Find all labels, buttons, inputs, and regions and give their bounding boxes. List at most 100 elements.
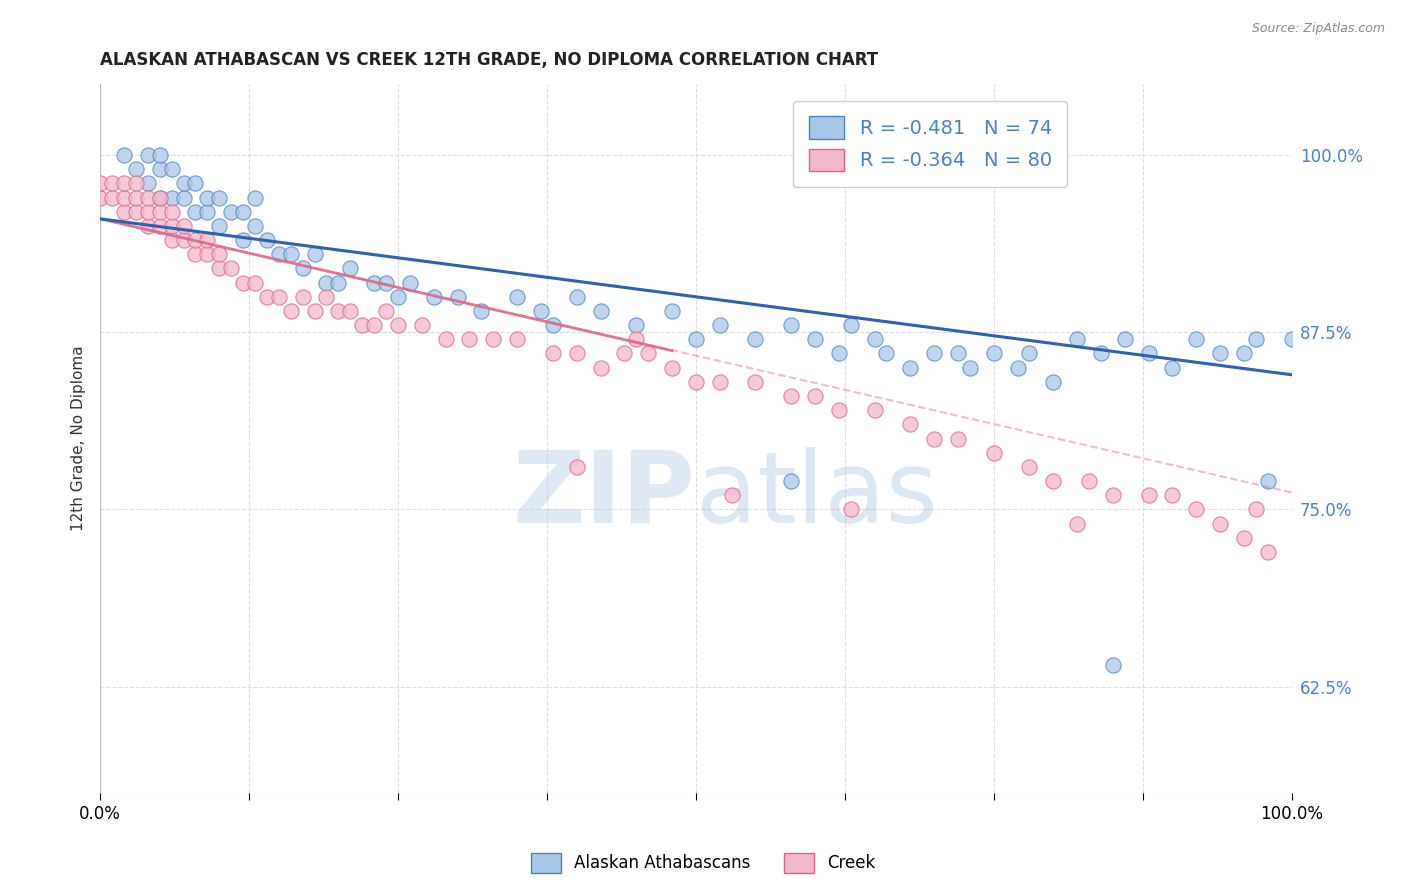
Point [1090,346,1112,360]
Point [709,375,731,389]
Point [101,177,124,191]
Point [1042,375,1064,389]
Point [149,219,172,233]
Point [243,219,266,233]
Point [1114,332,1136,346]
Point [1018,459,1040,474]
Point [983,446,1005,460]
Point [112,148,135,162]
Point [626,332,648,346]
Point [875,346,897,360]
Point [208,261,231,276]
Point [184,247,207,261]
Point [243,276,266,290]
Point [89,177,111,191]
Point [160,204,183,219]
Point [125,162,148,177]
Point [828,346,851,360]
Point [112,190,135,204]
Point [232,276,254,290]
Point [922,346,945,360]
Point [470,304,492,318]
Point [1209,516,1232,531]
Point [315,276,337,290]
Point [363,318,385,333]
Point [709,318,731,333]
Point [89,190,111,204]
Legend: R = -0.481   N = 74, R = -0.364   N = 80: R = -0.481 N = 74, R = -0.364 N = 80 [793,101,1067,186]
Point [291,261,314,276]
Point [173,233,195,247]
Text: Source: ZipAtlas.com: Source: ZipAtlas.com [1251,22,1385,36]
Point [946,346,969,360]
Point [280,304,302,318]
Point [685,375,707,389]
Point [1257,474,1279,488]
Text: ZIP: ZIP [513,447,696,544]
Point [685,332,707,346]
Point [1185,502,1208,516]
Point [1233,531,1256,545]
Point [898,417,921,432]
Point [744,375,766,389]
Point [173,190,195,204]
Y-axis label: 12th Grade, No Diploma: 12th Grade, No Diploma [72,346,86,532]
Point [1007,360,1029,375]
Point [375,276,398,290]
Point [112,204,135,219]
Point [780,318,803,333]
Point [839,318,862,333]
Point [149,162,172,177]
Text: atlas: atlas [696,447,938,544]
Point [744,332,766,346]
Point [208,190,231,204]
Point [256,290,278,304]
Point [411,318,433,333]
Point [304,304,326,318]
Point [946,432,969,446]
Point [149,204,172,219]
Point [352,318,374,333]
Point [291,290,314,304]
Point [280,247,302,261]
Point [565,290,588,304]
Point [136,190,159,204]
Point [780,389,803,403]
Point [232,233,254,247]
Point [1101,488,1123,502]
Point [804,389,827,403]
Point [195,190,218,204]
Point [422,290,444,304]
Point [1078,474,1101,488]
Point [195,247,218,261]
Point [1137,488,1160,502]
Point [304,247,326,261]
Point [720,488,742,502]
Point [125,204,148,219]
Point [839,502,862,516]
Point [541,346,564,360]
Point [184,233,207,247]
Point [565,346,588,360]
Point [661,304,683,318]
Point [328,304,350,318]
Point [637,346,659,360]
Point [173,177,195,191]
Point [195,204,218,219]
Point [160,190,183,204]
Point [1244,502,1267,516]
Point [136,148,159,162]
Point [136,204,159,219]
Point [506,332,529,346]
Point [613,346,636,360]
Point [125,190,148,204]
Point [863,403,886,417]
Point [780,474,803,488]
Point [565,459,588,474]
Point [243,190,266,204]
Point [661,360,683,375]
Point [267,290,290,304]
Point [339,304,361,318]
Point [149,148,172,162]
Point [1257,545,1279,559]
